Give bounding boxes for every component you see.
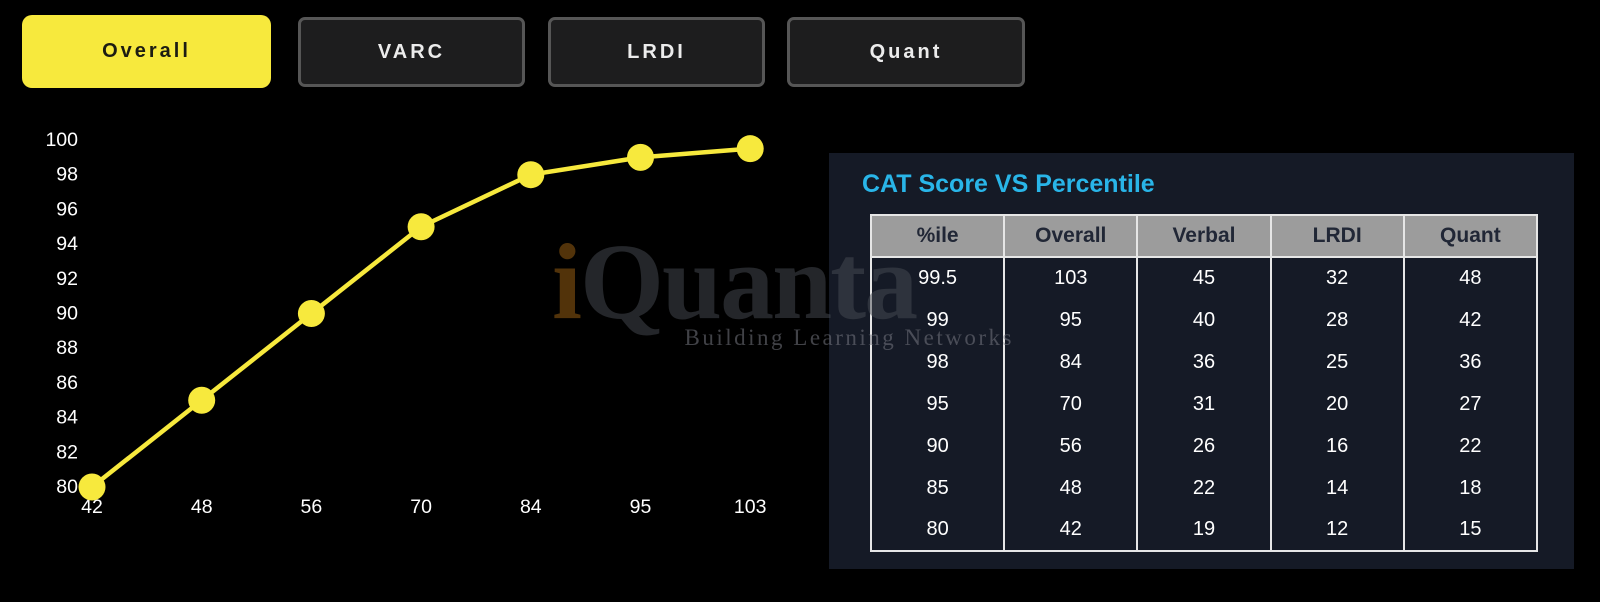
table-row: 99 95 40 28 42 <box>869 299 1539 341</box>
x-axis-tick-label: 103 <box>734 496 767 518</box>
table-cell: 15 <box>1402 509 1539 551</box>
table-row: 85 48 22 14 18 <box>869 467 1539 509</box>
table-cell: 42 <box>1003 509 1139 551</box>
table-cell: 26 <box>1136 425 1272 467</box>
x-axis-tick-label: 95 <box>630 496 652 518</box>
table-row: 99.5 103 45 32 48 <box>869 257 1539 299</box>
chart-point <box>78 473 106 501</box>
tab-quant-label: Quant <box>869 40 943 63</box>
table-cell: 90 <box>869 425 1006 467</box>
table-header-cell: Quant <box>1402 215 1539 258</box>
x-axis-tick-label: 42 <box>81 496 103 518</box>
table-cell: 48 <box>1003 467 1139 509</box>
table-cell: 14 <box>1269 467 1405 509</box>
y-axis-tick-label: 84 <box>56 407 78 429</box>
table-cell: 20 <box>1269 383 1405 425</box>
score-table-panel: CAT Score VS Percentile %ile Overall Verba… <box>829 153 1574 569</box>
table-row: 90 56 26 16 22 <box>869 425 1539 467</box>
table-cell: 80 <box>869 509 1006 551</box>
tab-overall-label: Overall <box>102 40 191 62</box>
table-cell: 99 <box>869 299 1006 341</box>
table-header-cell: Overall <box>1003 215 1139 258</box>
chart-point <box>407 213 435 241</box>
table-cell: 22 <box>1136 467 1272 509</box>
table-cell: 32 <box>1269 257 1405 299</box>
table-cell: 36 <box>1136 341 1272 383</box>
table-cell: 99.5 <box>869 257 1006 299</box>
table-cell: 12 <box>1269 509 1405 551</box>
table-row: 80 42 19 12 15 <box>869 509 1539 551</box>
y-axis-tick-label: 96 <box>56 198 78 220</box>
chart-point <box>736 135 764 163</box>
table-body: 99.5 103 45 32 48 99 95 40 28 42 98 84 36 25 36 95 70 31 2… <box>869 257 1539 551</box>
table-header-cell: %ile <box>869 215 1006 258</box>
y-axis-tick-label: 100 <box>45 129 78 151</box>
table-head: %ile Overall Verbal LRDI Quant <box>869 215 1539 258</box>
table-cell: 85 <box>869 467 1006 509</box>
score-percentile-line-chart: 80 82 84 86 88 90 92 94 96 98 100 42 48 56 70 84 95 103 <box>45 129 767 518</box>
y-axis-tick-label: 88 <box>56 337 78 359</box>
table-cell: 19 <box>1136 509 1272 551</box>
y-axis-tick-label: 86 <box>56 372 78 394</box>
table-cell: 98 <box>869 341 1006 383</box>
table-cell: 56 <box>1003 425 1139 467</box>
x-axis-tick-label: 84 <box>520 496 542 518</box>
tab-overall[interactable]: Overall <box>22 15 271 88</box>
table-cell: 31 <box>1136 383 1272 425</box>
table-row: 98 84 36 25 36 <box>869 341 1539 383</box>
tab-varc[interactable]: VARC <box>298 17 525 87</box>
chart-point <box>627 143 654 171</box>
table-cell: 42 <box>1402 299 1539 341</box>
y-axis-tick-label: 90 <box>56 303 78 325</box>
chart-point <box>297 300 325 327</box>
table-cell: 95 <box>869 383 1006 425</box>
table-cell: 84 <box>1003 341 1139 383</box>
table-cell: 16 <box>1269 425 1405 467</box>
table-cell: 70 <box>1003 383 1139 425</box>
tab-quant[interactable]: Quant <box>787 17 1025 87</box>
table-cell: 25 <box>1269 341 1405 383</box>
y-axis-tick-label: 98 <box>56 164 78 186</box>
x-axis-tick-label: 56 <box>301 496 323 518</box>
x-axis-tick-label: 70 <box>410 496 432 518</box>
y-axis-tick-label: 82 <box>56 441 78 463</box>
chart-line <box>90 146 751 489</box>
table-cell: 48 <box>1402 257 1539 299</box>
tab-lrdi[interactable]: LRDI <box>548 17 765 87</box>
table-header-cell: Verbal <box>1136 215 1272 258</box>
y-axis-tick-label: 80 <box>56 476 78 498</box>
panel-title: CAT Score VS Percentile <box>862 170 1155 198</box>
table-cell: 45 <box>1136 257 1272 299</box>
chart-point <box>188 386 216 414</box>
table-cell: 22 <box>1402 425 1539 467</box>
table-header-row: %ile Overall Verbal LRDI Quant <box>869 215 1539 258</box>
tab-lrdi-label: LRDI <box>627 40 686 63</box>
table-cell: 28 <box>1269 299 1405 341</box>
score-percentile-table: %ile Overall Verbal LRDI Quant 99.5 103 45 32 48… <box>869 214 1539 552</box>
table-cell: 18 <box>1402 467 1539 509</box>
table-header-cell: LRDI <box>1269 215 1405 258</box>
x-axis-tick-label: 48 <box>191 496 213 518</box>
table-row: 95 70 31 20 27 <box>869 383 1539 425</box>
y-axis-tick-label: 92 <box>56 268 78 290</box>
table-cell: 103 <box>1003 257 1139 299</box>
table-cell: 36 <box>1402 341 1539 383</box>
table-cell: 95 <box>1003 299 1139 341</box>
tab-varc-label: VARC <box>377 40 446 63</box>
y-axis-tick-label: 94 <box>56 233 78 255</box>
table-cell: 40 <box>1136 299 1272 341</box>
chart-point <box>517 161 545 189</box>
table-cell: 27 <box>1402 383 1539 425</box>
